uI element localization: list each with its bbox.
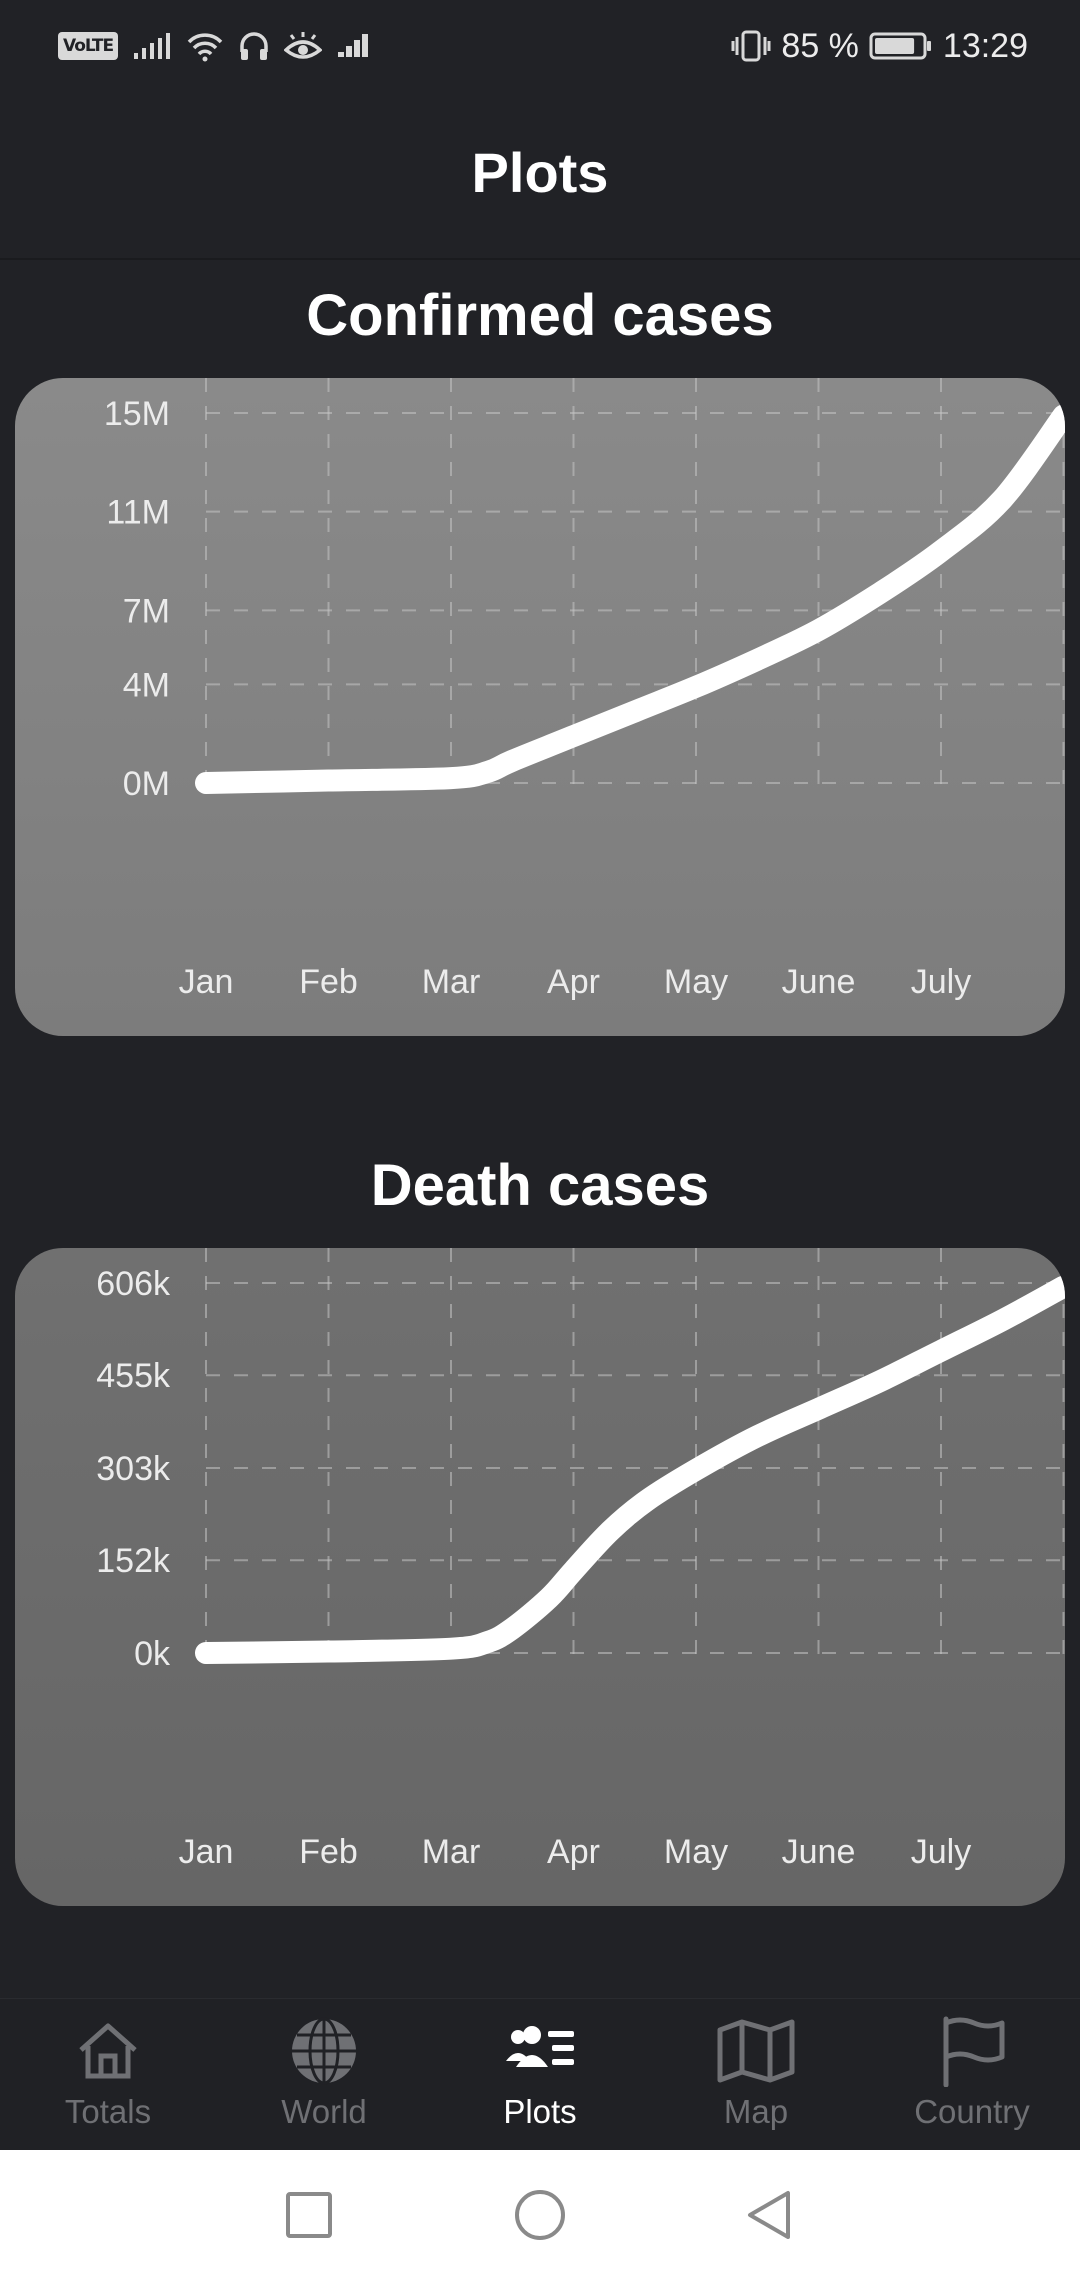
nav-label-totals: Totals — [64, 2093, 152, 2130]
confirmed-series-line — [195, 404, 1065, 794]
eye-icon — [284, 32, 323, 59]
death-x-tick-label: June — [782, 1833, 856, 1871]
circle-icon — [515, 2190, 565, 2240]
people-list-icon — [504, 2015, 576, 2087]
confirmed-x-tick-label: June — [782, 963, 856, 1001]
confirmed-chart-title: Confirmed cases — [306, 283, 774, 348]
bottom-nav: Totals World — [0, 1998, 1080, 2150]
flag-icon — [936, 2015, 1008, 2087]
home-button[interactable] — [508, 2183, 572, 2247]
confirmed-y-tick-label: 4M — [123, 666, 170, 704]
confirmed-y-tick-label: 0M — [123, 765, 170, 803]
death-chart-card: 606k 455k 303k 152k 0k Jan Feb Mar Apr May June Jul… — [15, 1248, 1065, 1906]
death-x-tick-label: July — [911, 1833, 971, 1871]
battery-icon — [869, 32, 931, 60]
home-icon — [75, 2015, 141, 2087]
clock: 13:29 — [942, 26, 1028, 65]
death-y-tick-label: 455k — [96, 1357, 171, 1395]
confirmed-cases-chart: 15M 11M 7M 4M 0M Jan Feb Mar Apr May June July — [104, 378, 1065, 1001]
confirmed-x-tick-label: Feb — [299, 963, 358, 1001]
vibrate-icon — [731, 30, 771, 62]
status-bar: VoLTE — [0, 0, 1080, 92]
status-bar-left: VoLTE — [58, 24, 372, 68]
death-series-line — [195, 1275, 1065, 1664]
battery-percent: 85 % — [781, 26, 859, 65]
nav-label-world: World — [281, 2093, 367, 2130]
headphones-icon — [240, 32, 268, 60]
death-x-tick-label: Feb — [299, 1833, 358, 1871]
death-x-tick-label: Apr — [547, 1833, 600, 1871]
confirmed-x-tick-label: Jan — [179, 963, 234, 1001]
death-y-tick-label: 0k — [134, 1635, 171, 1673]
globe-icon — [288, 2015, 360, 2087]
confirmed-y-tick-label: 15M — [104, 395, 170, 433]
nav-tab-country[interactable]: Country — [864, 1999, 1080, 2151]
nav-tab-world[interactable]: World — [216, 1999, 432, 2151]
recents-button[interactable] — [277, 2183, 341, 2247]
nav-tab-totals[interactable]: Totals — [0, 1999, 216, 2151]
volte-icon: VoLTE — [58, 32, 119, 60]
nav-label-plots: Plots — [503, 2093, 577, 2130]
status-bar-right: 85 % 13:29 — [731, 24, 1028, 68]
confirmed-x-tick-label: Mar — [422, 963, 481, 1001]
nav-tab-map[interactable]: Map — [648, 1999, 864, 2151]
data-activity-icon — [338, 34, 369, 57]
death-x-tick-label: Jan — [179, 1833, 234, 1871]
death-chart-title: Death cases — [370, 1153, 710, 1218]
map-icon — [716, 2015, 796, 2087]
confirmed-y-tick-label: 11M — [106, 494, 170, 532]
confirmed-y-tick-label: 7M — [123, 592, 170, 630]
confirmed-x-tick-label: May — [664, 963, 728, 1001]
death-x-tick-label: Mar — [422, 1833, 481, 1871]
nav-label-map: Map — [723, 2093, 789, 2130]
death-y-tick-label: 606k — [96, 1265, 171, 1303]
wifi-icon — [187, 33, 223, 62]
app-bar: Plots — [0, 92, 1080, 260]
confirmed-x-tick-label: July — [911, 963, 971, 1001]
system-nav-bar — [0, 2150, 1080, 2280]
death-y-tick-label: 152k — [96, 1542, 171, 1580]
confirmed-x-tick-label: Apr — [547, 963, 600, 1001]
nav-tab-plots[interactable]: Plots — [432, 1999, 648, 2151]
death-cases-chart: 606k 455k 303k 152k 0k Jan Feb Mar Apr May June Jul… — [96, 1248, 1065, 1871]
signal-icon — [134, 33, 171, 59]
nav-label-country: Country — [914, 2093, 1030, 2130]
back-button[interactable] — [738, 2183, 802, 2247]
back-triangle-icon — [748, 2191, 790, 2239]
square-icon — [286, 2192, 332, 2238]
death-x-tick-label: May — [664, 1833, 728, 1871]
page-title: Plots — [471, 141, 609, 204]
confirmed-chart-card: 15M 11M 7M 4M 0M Jan Feb Mar Apr May June July — [15, 378, 1065, 1036]
death-y-tick-label: 303k — [96, 1450, 171, 1488]
